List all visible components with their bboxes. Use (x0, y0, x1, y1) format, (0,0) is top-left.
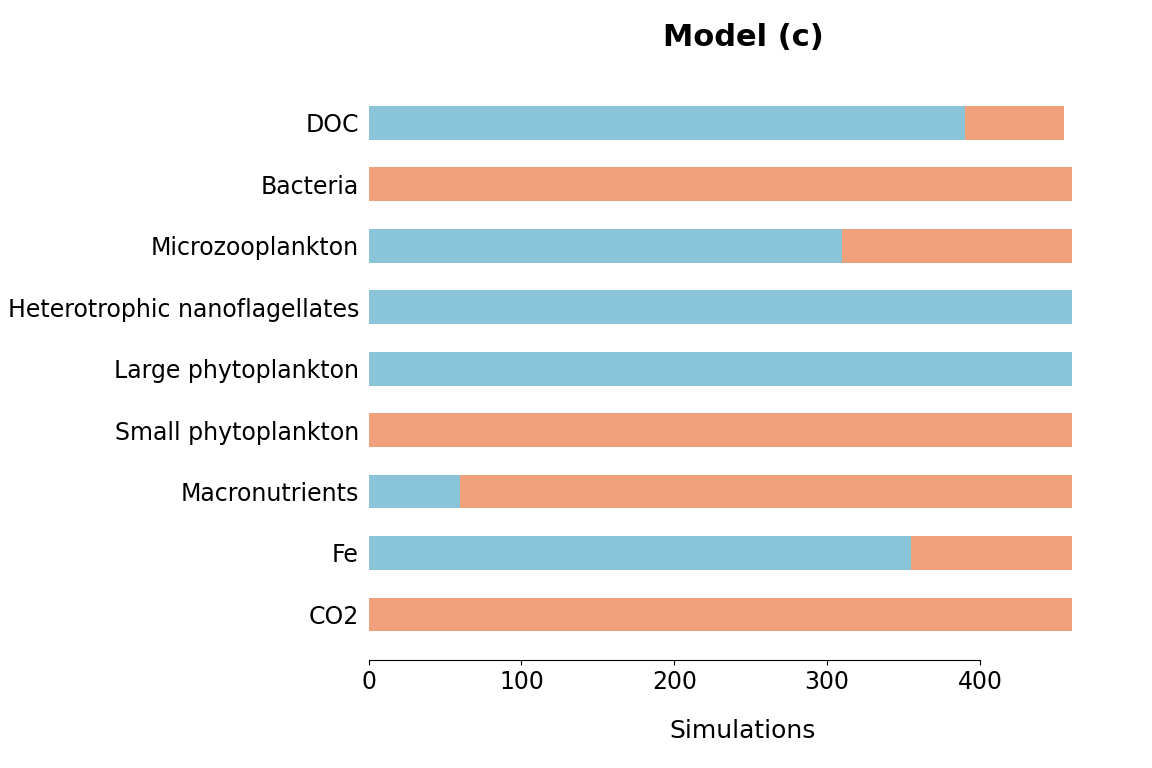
Bar (842, 229, 1071, 263)
Bar (461, 475, 1071, 508)
Bar (369, 290, 1071, 324)
Bar (369, 598, 1071, 631)
Bar (369, 536, 911, 570)
Bar (964, 106, 1064, 140)
Bar (369, 229, 842, 263)
Bar (369, 167, 1071, 201)
Title: Model (c): Model (c) (662, 23, 824, 52)
X-axis label: Simulations: Simulations (669, 719, 817, 743)
Bar (369, 413, 1071, 447)
Bar (911, 536, 1071, 570)
Bar (369, 352, 1071, 386)
Bar (369, 475, 461, 508)
Bar (369, 106, 964, 140)
